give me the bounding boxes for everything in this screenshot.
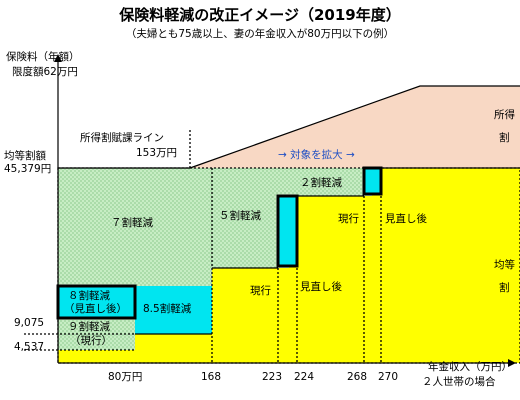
x-axis-arrow [508,359,516,367]
reduction-5-expand-block [276,194,299,268]
income-line-label: 所得割賦課ライン [80,132,164,144]
reduction-85-label: 8.5割軽減 [143,303,192,315]
y-axis-title: 保険料（年額） [6,51,80,63]
income-share-area [190,86,520,168]
reduction-7-zone [58,168,212,286]
y-axis-arrow [54,54,62,62]
revised-label-b: 見直し後 [385,213,427,225]
reduction-2-zone [289,168,372,196]
expand-target-label: → 対象を拡大 → [278,149,355,161]
revised-label-a: 見直し後 [300,281,342,293]
current-label-a: 現行 [250,285,271,297]
reduction-8-block [58,286,135,318]
x-tick-80: 80万円 [108,371,143,383]
x-tick-168: 168 [201,371,222,383]
y-flat-label: 均等割額 [4,150,46,162]
limit-line [189,85,520,169]
reduction-85-block [135,286,212,334]
x-axis-title: 年金収入（万円） [428,361,512,373]
current-label-b: 現行 [338,213,359,225]
reduction-9-label: ９割軽減 [68,321,110,333]
income-share-label-2: 割 [499,132,510,144]
reduction-5-zone [212,168,289,268]
y-tick-9075: 9,075 [14,317,45,329]
x-tick-268: 268 [347,371,368,383]
y-limit-label: 限度額62万円 [12,66,78,78]
x-tick-270: 270 [378,371,399,383]
page-subtitle: （夫婦とも75歳以上、妻の年金収入が80万円以下の例） [125,28,395,40]
reduction-2-expand-block [362,166,383,196]
reduction-8-note: （見直し後） [64,303,127,315]
reduction-9-note: （現行） [70,335,112,347]
y-tick-4537: 4,537 [14,341,45,353]
x-axis-subtitle: ２人世帯の場合 [422,376,496,388]
income-line-value: 153万円 [136,147,178,159]
flat-share-label-2: 割 [499,282,510,294]
reduction-8-label: ８割軽減 [68,290,110,302]
flat-share-label: 均等 [494,259,515,271]
x-tick-223: 223 [262,371,283,383]
page-title: 保険料軽減の改正イメージ（2019年度） [119,6,401,24]
x-tick-224: 224 [294,371,315,383]
reduction-7-label: ７割軽減 [111,217,153,229]
reduction-5-label: ５割軽減 [219,210,261,222]
reduction-2-label: ２割軽減 [300,177,342,189]
income-share-label: 所得 [494,109,515,121]
y-flat-value: 45,379円 [4,163,52,175]
